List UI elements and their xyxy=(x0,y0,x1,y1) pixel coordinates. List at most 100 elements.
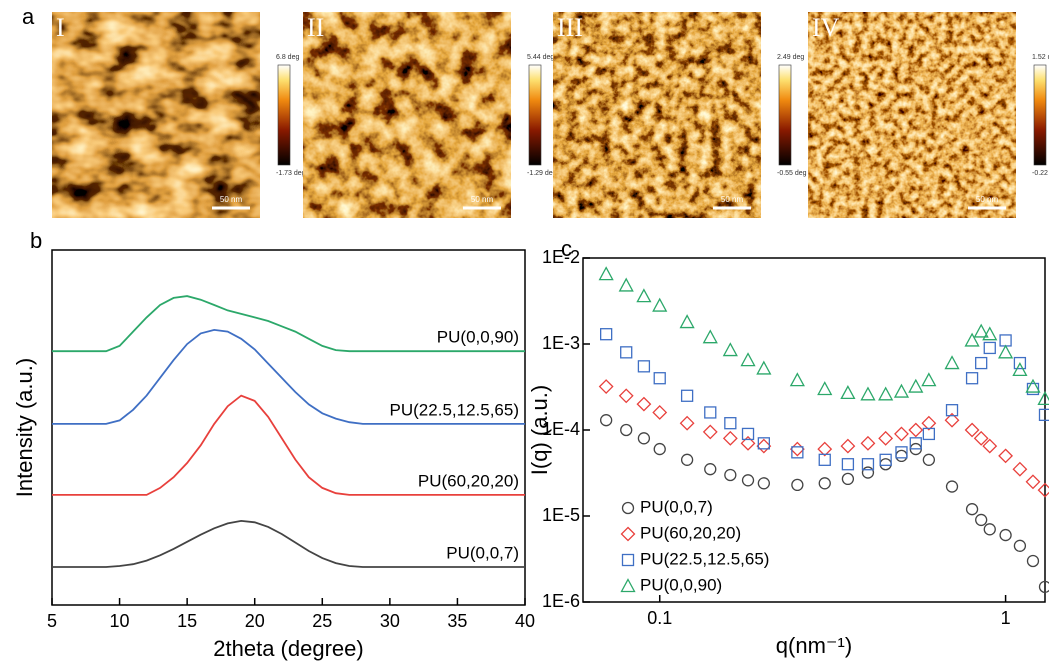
data-point xyxy=(652,297,668,312)
x-axis-label: q(nm⁻¹) xyxy=(776,633,852,658)
data-point xyxy=(895,449,908,463)
data-point xyxy=(679,415,695,431)
data-point xyxy=(756,438,772,454)
afm-image xyxy=(808,12,1016,218)
data-point xyxy=(620,346,633,359)
data-point xyxy=(653,442,666,456)
data-point xyxy=(1038,580,1049,594)
data-point xyxy=(997,344,1014,359)
data-point xyxy=(973,323,989,338)
data-point xyxy=(724,417,737,430)
data-point xyxy=(740,435,756,451)
data-point xyxy=(598,379,614,394)
data-point xyxy=(1025,378,1041,393)
data-point xyxy=(680,453,694,466)
y-tick-label: 1E-6 xyxy=(542,591,580,611)
x-tick-label: 20 xyxy=(245,611,265,631)
series-label: PU(60,20,20) xyxy=(418,471,519,490)
data-point xyxy=(817,441,833,457)
scale-bar-label: 50 nm xyxy=(220,195,243,204)
data-point xyxy=(680,389,694,402)
data-point xyxy=(636,396,652,412)
data-point xyxy=(1025,474,1041,490)
data-point xyxy=(1037,482,1049,498)
colorbar-max: 5.44 deg xyxy=(527,54,554,61)
data-point xyxy=(1013,356,1027,370)
colorbar-min: -1.73 deg xyxy=(276,170,306,177)
data-point xyxy=(841,472,855,486)
data-point xyxy=(741,474,755,487)
colorbar-min: -1.29 deg xyxy=(527,170,557,177)
plot-frame xyxy=(51,249,526,606)
data-point xyxy=(791,478,804,492)
data-point xyxy=(789,372,805,387)
x-tick-label: 5 xyxy=(47,611,57,631)
legend-marker xyxy=(620,578,636,593)
x-axis-label: 2theta (degree) xyxy=(213,636,363,661)
series-line xyxy=(52,519,525,568)
data-point xyxy=(722,430,738,446)
series-line xyxy=(52,295,525,353)
y-tick-label: 1E-4 xyxy=(542,419,580,439)
data-point xyxy=(791,446,804,459)
data-point xyxy=(818,453,831,466)
data-point xyxy=(879,458,892,471)
colorbar-max: 2.49 deg xyxy=(777,54,804,61)
data-point xyxy=(860,386,876,401)
scale-bar-label: 50 nm xyxy=(471,195,494,204)
data-point xyxy=(653,372,666,385)
data-point xyxy=(861,466,875,479)
series-line xyxy=(52,394,525,496)
legend-label: PU(0,0,90) xyxy=(640,575,722,594)
scale-bar-label: 50 nm xyxy=(976,195,999,204)
data-point xyxy=(965,503,979,516)
x-tick-label: 30 xyxy=(380,611,400,631)
data-point xyxy=(879,453,892,466)
colorbar-max: 1.52 deg xyxy=(1032,54,1049,61)
y-tick-label: 1E-5 xyxy=(542,505,580,525)
data-point xyxy=(965,372,979,385)
series-label: PU(22.5,12.5,65) xyxy=(390,400,519,419)
afm-image xyxy=(303,12,511,218)
data-point xyxy=(944,355,960,370)
data-point xyxy=(975,356,988,370)
data-point xyxy=(637,360,651,373)
data-point xyxy=(840,385,856,400)
data-point xyxy=(600,414,613,427)
data-point xyxy=(618,277,634,292)
data-point xyxy=(973,430,989,446)
data-point xyxy=(921,415,937,431)
data-point xyxy=(1012,362,1028,377)
data-point xyxy=(998,448,1014,464)
data-point xyxy=(740,352,756,367)
data-point xyxy=(982,326,998,341)
data-point xyxy=(983,341,996,355)
data-point xyxy=(704,406,717,419)
legend-marker xyxy=(621,501,635,515)
series-label: PU(0,0,7) xyxy=(446,543,519,562)
data-point xyxy=(945,404,959,417)
y-tick-label: 1E-2 xyxy=(542,247,580,267)
data-point xyxy=(1026,382,1040,396)
data-point xyxy=(975,513,988,527)
data-point xyxy=(652,405,668,420)
data-point xyxy=(878,430,894,446)
data-point xyxy=(598,266,614,281)
data-point xyxy=(741,427,755,441)
data-point xyxy=(944,412,960,428)
y-axis-label: Intensity (a.u.) xyxy=(12,358,37,497)
data-point xyxy=(999,334,1012,347)
scale-bar-label: 50 nm xyxy=(721,195,744,204)
data-point xyxy=(878,386,894,401)
data-point xyxy=(1038,408,1049,422)
colorbar xyxy=(277,64,291,166)
data-point xyxy=(908,422,924,438)
data-point xyxy=(895,446,908,459)
x-tick-label: 10 xyxy=(110,611,130,631)
data-point xyxy=(908,378,924,393)
legend-marker xyxy=(621,553,635,567)
data-point xyxy=(922,427,936,441)
afm-image xyxy=(553,12,761,218)
y-axis-label: I(q) (a.u.) xyxy=(527,385,552,475)
data-point xyxy=(757,437,770,450)
